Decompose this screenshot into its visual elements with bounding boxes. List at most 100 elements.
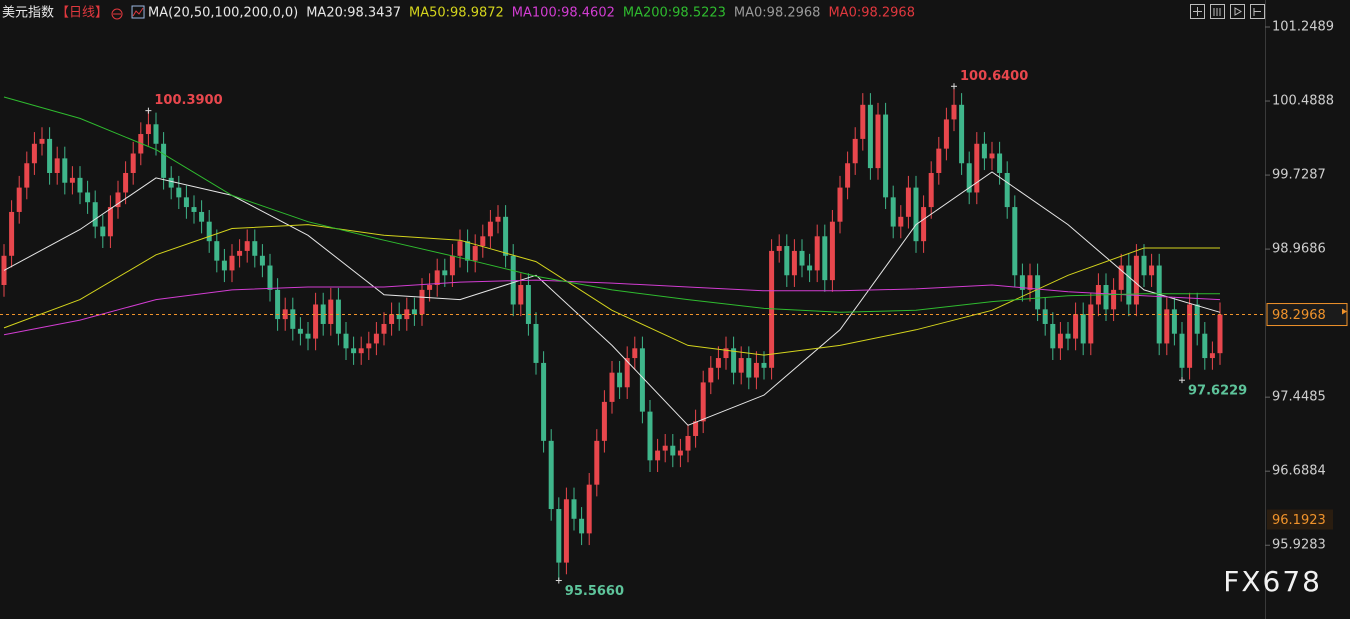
candle-body <box>769 250 775 368</box>
candle-body <box>860 104 866 139</box>
y-tick-label: 95.9283 <box>1272 538 1326 553</box>
y-tick-label: 101.2489 <box>1272 19 1334 34</box>
candle-body <box>525 285 531 324</box>
y-tick-label: 97.4485 <box>1272 390 1326 405</box>
candle-body <box>1126 265 1132 305</box>
period-icon <box>111 8 123 20</box>
candle-body <box>898 216 904 227</box>
candle-body <box>761 362 767 368</box>
tool-button[interactable] <box>1250 4 1265 19</box>
candle-body <box>237 250 243 256</box>
candle-body <box>617 372 623 388</box>
candle-body <box>1065 333 1071 339</box>
candle-body <box>594 440 600 485</box>
candle-body <box>541 362 547 441</box>
legend-entry: MA0:98.2968 <box>828 6 915 21</box>
candle-body <box>981 143 987 159</box>
candle-body <box>799 250 805 266</box>
candle-body <box>807 265 813 271</box>
candle-body <box>69 177 75 183</box>
header: 美元指数 【日线】 MA(20,50,100,200,0,0) MA20:98.343… <box>2 5 915 21</box>
candle-body <box>624 358 630 388</box>
candle-body <box>883 114 889 198</box>
candle-body <box>1027 275 1033 290</box>
candle-body <box>396 314 402 320</box>
candle-body <box>1217 314 1223 354</box>
candle-body <box>518 285 524 305</box>
tool-button[interactable] <box>1210 4 1225 19</box>
candle-body <box>784 246 790 276</box>
candle-body <box>31 143 37 164</box>
candle-body <box>313 304 319 339</box>
candle-body <box>951 104 957 120</box>
candle-body <box>480 236 486 247</box>
candle-body <box>24 163 30 188</box>
candle-body <box>563 499 569 563</box>
marker-price-box <box>1267 509 1333 530</box>
indicator-label: MA(20,50,100,200,0,0) <box>148 6 298 21</box>
candle-body <box>829 221 835 281</box>
candle-body <box>655 450 661 461</box>
plot-area <box>0 26 1270 584</box>
candle-body <box>434 270 440 286</box>
candle-body <box>442 270 448 276</box>
candle-body <box>533 323 539 363</box>
candle-body <box>503 216 509 256</box>
candle-body <box>282 309 288 320</box>
candle-body <box>579 518 585 534</box>
candle-body <box>1019 275 1025 290</box>
annotation-label: 97.6229 <box>1188 384 1247 399</box>
candle-body <box>852 138 858 164</box>
candle-body <box>1202 333 1208 359</box>
candle-body <box>966 163 972 193</box>
ma-line <box>3 96 1220 313</box>
candle-body <box>639 348 645 412</box>
candle-body <box>715 358 721 368</box>
candle-body <box>183 197 189 208</box>
candle-body <box>145 124 151 135</box>
candle-body <box>465 241 471 261</box>
candle-body <box>153 124 159 144</box>
y-tick-label: 100.4888 <box>1272 94 1334 109</box>
candle-body <box>746 358 752 378</box>
annotation-label: 100.6400 <box>960 69 1028 84</box>
candle-body <box>168 177 174 188</box>
y-tick-label: 98.9686 <box>1272 242 1326 257</box>
candle-body <box>875 114 881 169</box>
legend-entry: MA50:98.9872 <box>409 6 504 21</box>
candle-body <box>959 104 965 164</box>
tool-button[interactable] <box>1190 4 1205 19</box>
candle-body <box>890 197 896 227</box>
candle-body <box>1042 309 1048 324</box>
tool-icon <box>1193 7 1261 16</box>
candle-body <box>47 138 53 173</box>
candle-body <box>837 187 843 222</box>
candle-body <box>457 241 463 256</box>
candle-body <box>472 246 478 261</box>
candle-body <box>913 187 919 242</box>
candle-body <box>404 309 410 320</box>
legend-entry: MA100:98.4602 <box>512 6 615 21</box>
tool-button[interactable] <box>1230 4 1245 19</box>
candle-body <box>343 333 349 349</box>
period-label: 【日线】 <box>56 6 108 21</box>
legend-entry: MA20:98.3437 <box>306 6 401 21</box>
candle-body <box>1156 265 1162 344</box>
candle-body <box>1149 265 1155 276</box>
candle-body <box>244 241 250 251</box>
candle-body <box>176 187 182 198</box>
candle-body <box>1194 304 1200 334</box>
candle-body <box>601 401 607 441</box>
candle-body <box>107 207 113 237</box>
candle-body <box>1088 304 1094 344</box>
candle-body <box>677 450 683 456</box>
candle-body <box>1080 314 1086 344</box>
candle-body <box>867 104 873 169</box>
y-tick-label: 96.6884 <box>1272 464 1326 479</box>
candle-body <box>411 309 417 315</box>
legend-entry: MA0:98.2968 <box>734 6 821 21</box>
candle-body <box>259 255 265 266</box>
candle-body <box>791 250 797 276</box>
candle-body <box>320 304 326 324</box>
